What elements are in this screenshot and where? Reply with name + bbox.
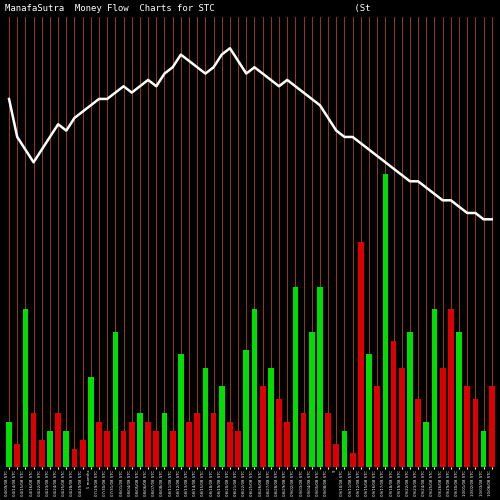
Bar bbox=[309, 332, 314, 467]
Bar bbox=[284, 422, 290, 467]
Bar bbox=[14, 444, 20, 467]
Bar bbox=[80, 440, 86, 467]
Bar bbox=[194, 413, 200, 467]
Bar bbox=[317, 287, 323, 467]
Bar bbox=[235, 431, 241, 467]
Bar bbox=[137, 413, 143, 467]
Bar bbox=[260, 386, 266, 467]
Bar bbox=[186, 422, 192, 467]
Bar bbox=[47, 431, 53, 467]
Bar bbox=[88, 377, 94, 467]
Bar bbox=[227, 422, 233, 467]
Bar bbox=[178, 354, 184, 467]
Bar bbox=[6, 422, 12, 467]
Bar bbox=[219, 386, 224, 467]
Bar bbox=[162, 413, 168, 467]
Bar bbox=[146, 422, 151, 467]
Bar bbox=[334, 444, 339, 467]
Bar bbox=[399, 368, 404, 467]
Bar bbox=[342, 431, 347, 467]
Bar bbox=[407, 332, 413, 467]
Bar bbox=[366, 354, 372, 467]
Bar bbox=[325, 413, 331, 467]
Bar bbox=[30, 413, 36, 467]
Bar bbox=[120, 431, 126, 467]
Bar bbox=[350, 454, 356, 467]
Bar bbox=[382, 174, 388, 467]
Bar bbox=[202, 368, 208, 467]
Bar bbox=[56, 413, 61, 467]
Bar bbox=[432, 310, 438, 467]
Bar bbox=[472, 400, 478, 467]
Bar bbox=[489, 386, 494, 467]
Bar bbox=[390, 341, 396, 467]
Bar bbox=[448, 310, 454, 467]
Bar bbox=[424, 422, 429, 467]
Bar bbox=[268, 368, 274, 467]
Bar bbox=[276, 400, 282, 467]
Bar bbox=[112, 332, 118, 467]
Bar bbox=[456, 332, 462, 467]
Bar bbox=[415, 400, 421, 467]
Bar bbox=[104, 431, 110, 467]
Bar bbox=[374, 386, 380, 467]
Bar bbox=[244, 350, 249, 467]
Bar bbox=[170, 431, 175, 467]
Bar bbox=[72, 449, 78, 467]
Bar bbox=[210, 413, 216, 467]
Bar bbox=[252, 310, 258, 467]
Text: ManafaSutra  Money Flow  Charts for STC                          (St            : ManafaSutra Money Flow Charts for STC (S… bbox=[5, 4, 500, 13]
Bar bbox=[358, 242, 364, 467]
Bar bbox=[480, 431, 486, 467]
Bar bbox=[129, 422, 134, 467]
Bar bbox=[154, 431, 159, 467]
Bar bbox=[300, 413, 306, 467]
Bar bbox=[464, 386, 470, 467]
Bar bbox=[96, 422, 102, 467]
Bar bbox=[39, 440, 44, 467]
Bar bbox=[64, 431, 69, 467]
Bar bbox=[292, 287, 298, 467]
Bar bbox=[440, 368, 446, 467]
Bar bbox=[22, 310, 28, 467]
